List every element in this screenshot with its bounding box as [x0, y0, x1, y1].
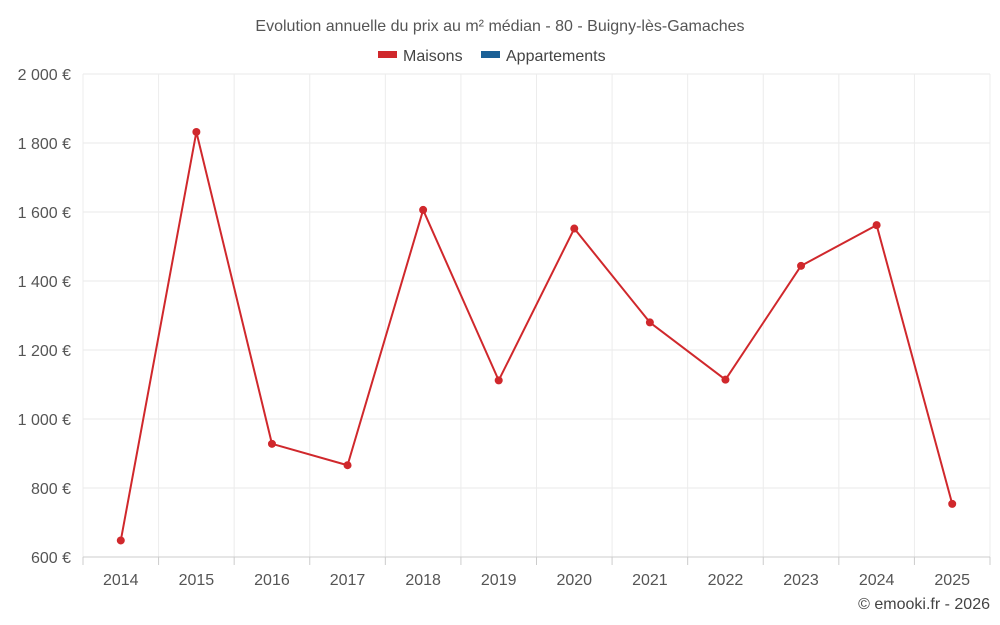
legend-label-appartements[interactable]: Appartements [506, 48, 606, 65]
data-point[interactable] [948, 499, 957, 508]
series-line-maisons [119, 130, 954, 541]
legend-swatch-appartements[interactable] [481, 51, 500, 58]
data-point[interactable] [267, 439, 276, 448]
x-tick-label: 2015 [179, 572, 215, 589]
data-point[interactable] [797, 261, 806, 270]
grid [82, 73, 991, 557]
x-tick-label: 2022 [708, 572, 744, 589]
y-axis: 600 € 800 € 1 000 € 1 200 € 1 400 € 1 600 € 1 … [18, 67, 71, 567]
y-tick-label: 1 400 € [18, 274, 71, 291]
y-tick-label: 1 200 € [18, 343, 71, 360]
legend: Maisons Appartements [378, 48, 606, 65]
data-point[interactable] [116, 536, 125, 545]
x-tick-label: 2021 [632, 572, 668, 589]
x-tick-label: 2019 [481, 572, 517, 589]
y-tick-label: 1 600 € [18, 205, 71, 222]
y-tick-label: 600 € [31, 550, 71, 567]
x-tick-label: 2014 [103, 572, 139, 589]
x-tick-label: 2018 [405, 572, 441, 589]
x-tick-label: 2023 [783, 572, 819, 589]
x-tick-label: 2017 [330, 572, 366, 589]
data-point[interactable] [570, 224, 579, 233]
chart-title: Evolution annuelle du prix au m² médian … [255, 18, 744, 35]
series-maisons [116, 127, 957, 545]
data-point[interactable] [419, 205, 428, 214]
credit: © emooki.fr - 2026 [858, 596, 990, 613]
data-point[interactable] [872, 221, 881, 230]
x-tick-label: 2024 [859, 572, 895, 589]
x-tick-label: 2016 [254, 572, 290, 589]
data-point[interactable] [721, 375, 730, 384]
legend-swatch-maisons[interactable] [378, 51, 397, 58]
x-tick-label: 2025 [934, 572, 970, 589]
data-point[interactable] [645, 318, 654, 327]
x-axis: 2014 2015 2016 2017 2018 2019 2020 2021 2022 2023… [82, 556, 991, 589]
y-tick-label: 800 € [31, 481, 71, 498]
y-tick-label: 1 800 € [18, 136, 71, 153]
data-point[interactable] [343, 461, 352, 470]
data-point[interactable] [192, 127, 201, 136]
data-point[interactable] [494, 376, 503, 385]
x-tick-label: 2020 [556, 572, 592, 589]
y-tick-label: 1 000 € [18, 412, 71, 429]
y-tick-label: 2 000 € [18, 67, 71, 84]
legend-label-maisons[interactable]: Maisons [403, 48, 463, 65]
